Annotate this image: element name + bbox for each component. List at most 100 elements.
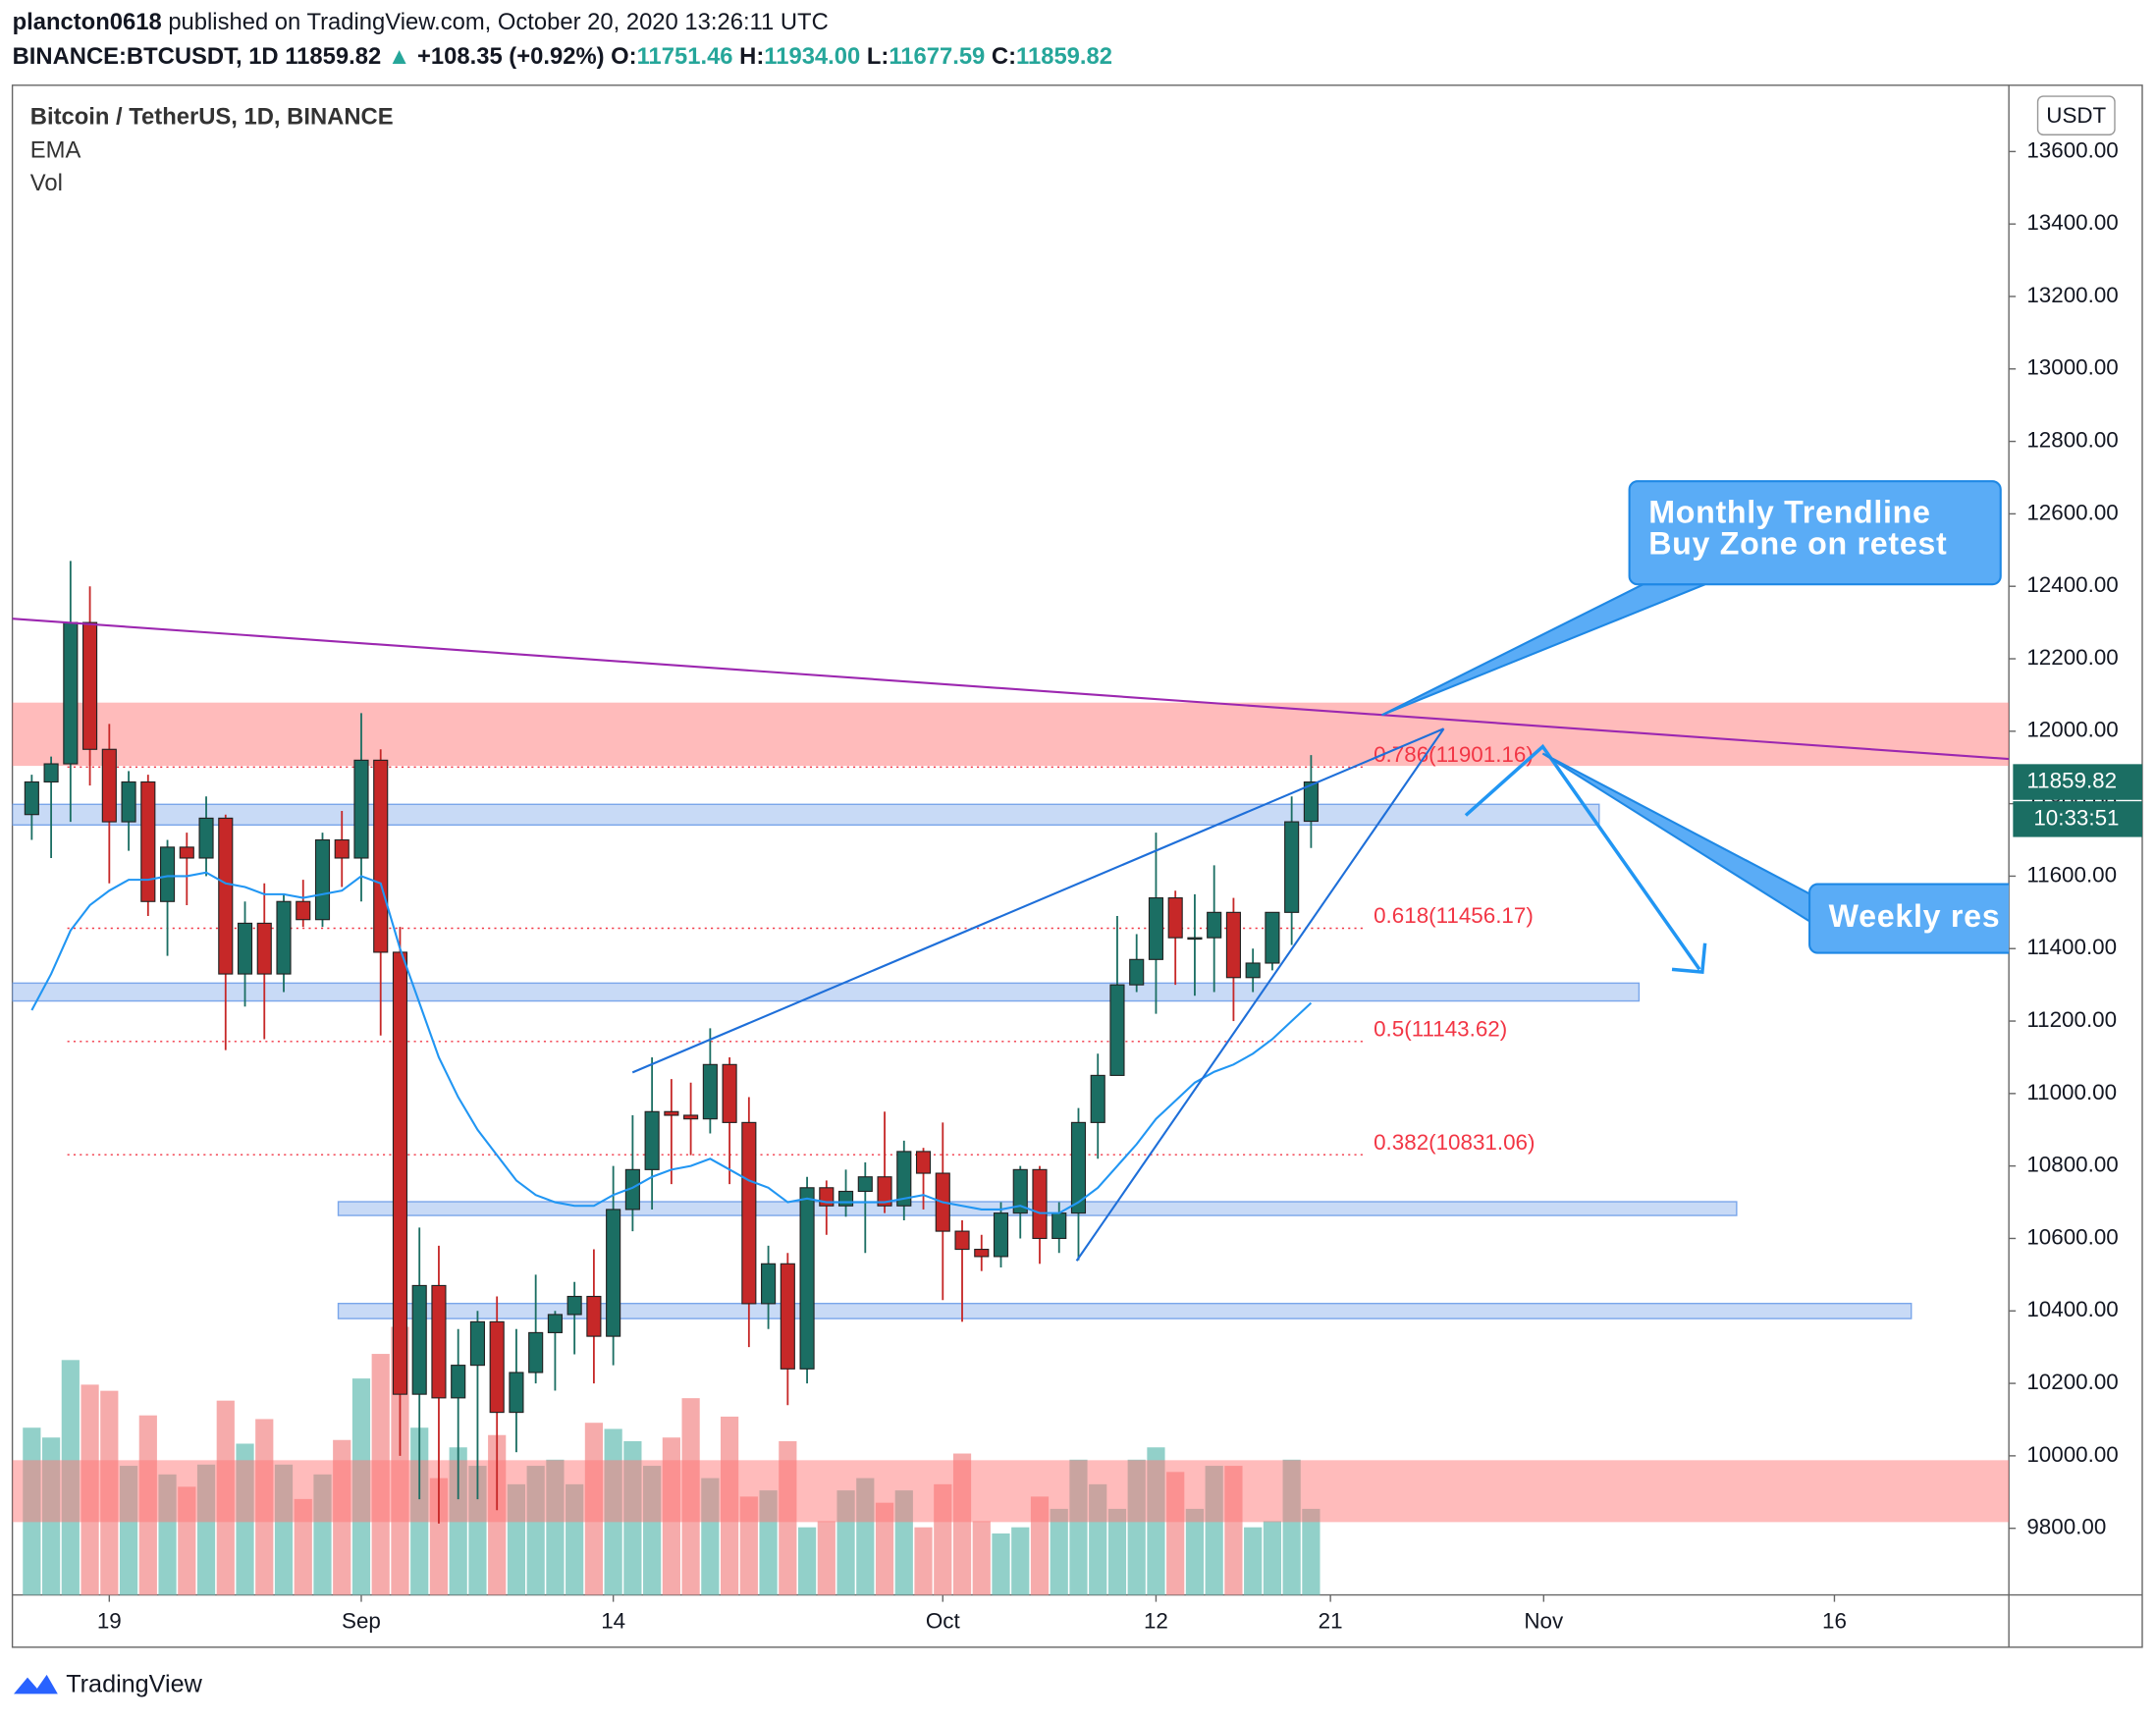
candle-body bbox=[1187, 937, 1203, 941]
y-tick-label: 12200.00 bbox=[2026, 645, 2118, 670]
countdown: 10:33:51 bbox=[2033, 805, 2119, 830]
x-tick-label: Nov bbox=[1524, 1609, 1564, 1634]
y-tick-label: 10600.00 bbox=[2026, 1224, 2118, 1249]
arrow-head bbox=[1671, 942, 1707, 975]
y-tick-label: 10400.00 bbox=[2026, 1297, 2118, 1321]
legend-vol: Vol bbox=[30, 170, 63, 196]
symbol: BINANCE:BTCUSDT, 1D bbox=[13, 43, 279, 70]
published: published on TradingView.com, October 20… bbox=[168, 9, 828, 35]
support-zone bbox=[12, 803, 1600, 827]
candle-body bbox=[63, 621, 79, 765]
callout-text: Monthly Trendline bbox=[1648, 494, 1930, 529]
candle-body bbox=[1148, 897, 1164, 960]
currency-box[interactable] bbox=[2036, 95, 2116, 135]
volume-bar bbox=[817, 1521, 835, 1595]
candle-body bbox=[218, 817, 234, 975]
volume-bar bbox=[875, 1502, 894, 1595]
candle-body bbox=[974, 1248, 990, 1258]
candle-body bbox=[722, 1063, 737, 1123]
x-tick-label: 16 bbox=[1822, 1609, 1847, 1634]
volume-bar bbox=[1302, 1508, 1321, 1595]
projection-arrow bbox=[1464, 743, 1701, 971]
x-tick-label: 19 bbox=[97, 1609, 122, 1634]
low-value: 11677.59 bbox=[889, 43, 985, 70]
publish-line: plancton0618 published on TradingView.co… bbox=[13, 9, 829, 35]
logo-icon bbox=[14, 1674, 58, 1695]
candle-body bbox=[547, 1314, 563, 1333]
candle-body bbox=[353, 759, 369, 859]
chart-frame bbox=[11, 84, 2143, 1648]
candle-body bbox=[1051, 1212, 1067, 1240]
candle-body bbox=[392, 951, 408, 1395]
candle-body bbox=[1012, 1168, 1028, 1214]
candle-body bbox=[276, 900, 292, 975]
fib-label: 0.618(11456.17) bbox=[1374, 903, 1534, 928]
fib-layer: 0.786(11901.16) 0.618(11456.17) 0.5(11143.… bbox=[67, 742, 1535, 1156]
candle-body bbox=[469, 1320, 486, 1367]
last-price: 11859.82 bbox=[285, 43, 381, 70]
volume-bar bbox=[1244, 1527, 1263, 1595]
candle-body bbox=[761, 1263, 777, 1305]
x-tick-label: 21 bbox=[1319, 1609, 1343, 1634]
candle-body bbox=[954, 1230, 970, 1251]
candle-body bbox=[877, 1176, 892, 1207]
y-tick-label: 12000.00 bbox=[2026, 718, 2118, 742]
candle-body bbox=[896, 1151, 912, 1207]
volume-bar bbox=[1011, 1527, 1030, 1595]
candle-body bbox=[256, 922, 272, 975]
demand-zone bbox=[12, 1460, 2010, 1523]
candle-body bbox=[799, 1187, 815, 1370]
y-tick-label: 11000.00 bbox=[2026, 1080, 2117, 1104]
change: +108.35 (+0.92%) bbox=[417, 43, 605, 70]
callout-box bbox=[1808, 883, 2010, 954]
volume-bar bbox=[972, 1521, 991, 1595]
candle-body bbox=[1090, 1074, 1105, 1123]
close-label: C: bbox=[992, 43, 1016, 70]
candle-body bbox=[431, 1284, 447, 1399]
candle-body bbox=[683, 1114, 699, 1120]
monthly-trendline bbox=[12, 618, 2010, 761]
candle-body bbox=[606, 1209, 621, 1337]
open-value: 11751.46 bbox=[637, 43, 733, 70]
footer-brand: TradingView bbox=[66, 1671, 202, 1698]
callout-text: Buy Zone on retest bbox=[1648, 526, 1947, 562]
volume-bar bbox=[1050, 1508, 1068, 1595]
candle-body bbox=[509, 1372, 524, 1414]
y-tick-label: 11600.00 bbox=[2026, 862, 2117, 887]
candle-body bbox=[411, 1284, 427, 1395]
y-tick-label: 9800.00 bbox=[2026, 1515, 2106, 1539]
candle-body bbox=[1109, 984, 1125, 1076]
candle-body bbox=[314, 838, 331, 921]
candle-body bbox=[179, 846, 194, 859]
y-tick-label: 12600.00 bbox=[2026, 500, 2118, 524]
ema-line bbox=[30, 871, 1313, 1214]
volume-bar bbox=[1185, 1508, 1205, 1595]
open-label: O: bbox=[611, 43, 636, 70]
candle-body bbox=[1207, 911, 1222, 939]
volume-bar bbox=[797, 1527, 817, 1595]
candle-body bbox=[121, 780, 136, 823]
support-zone bbox=[12, 982, 1641, 1002]
candle-body bbox=[644, 1110, 660, 1170]
support-zone bbox=[337, 1302, 1913, 1319]
candle-body bbox=[334, 838, 350, 859]
candle-body bbox=[1167, 897, 1183, 939]
y-tick-label: 12800.00 bbox=[2026, 428, 2118, 453]
candle-body bbox=[664, 1110, 679, 1116]
candle-body bbox=[140, 780, 156, 902]
candle-body bbox=[489, 1320, 505, 1414]
fib-label: 0.5(11143.62) bbox=[1374, 1017, 1507, 1042]
candle-body bbox=[1245, 962, 1261, 979]
candle-body bbox=[43, 763, 59, 783]
y-tick-label: 11400.00 bbox=[2026, 935, 2117, 959]
high-label: H: bbox=[739, 43, 764, 70]
candle-body bbox=[857, 1176, 873, 1193]
channel-line bbox=[631, 727, 1444, 1074]
volume-bar bbox=[1263, 1521, 1282, 1595]
y-tick-label: 13200.00 bbox=[2026, 283, 2118, 307]
candle-body bbox=[24, 780, 39, 816]
candle-body bbox=[237, 922, 253, 975]
countdown-tag bbox=[2013, 801, 2142, 837]
fib-label: 0.786(11901.16) bbox=[1374, 742, 1534, 767]
